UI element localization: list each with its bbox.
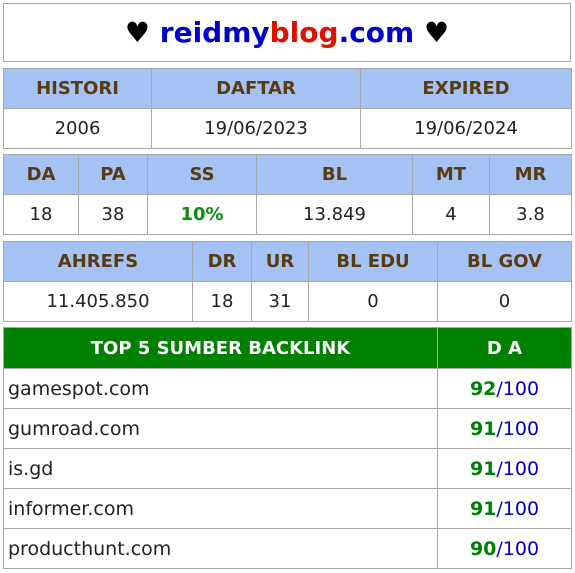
backlink-site: producthunt.com [3,528,438,569]
value-histori: 2006 [3,108,152,149]
da-max: 100 [502,377,540,400]
table-row: producthunt.com 90/100 [3,528,572,569]
da-value: 91 [469,417,497,440]
da-value: 91 [469,497,497,520]
domain-part-3: .com [338,16,415,49]
domain-part-1: reidmy [159,16,270,49]
da-value: 90 [469,537,497,560]
domain-part-2: blog [269,16,339,49]
backlink-site: is.gd [3,448,438,489]
value-expired: 19/06/2024 [360,108,572,149]
da-max: 100 [502,497,540,520]
backlink-site: gamespot.com [3,368,438,409]
header-pa: PA [78,154,148,195]
backlink-da: 91/100 [437,488,572,529]
value-da: 18 [3,194,79,235]
table-row: informer.com 91/100 [3,488,572,529]
stats-table: DA PA SS BL MT MR 18 38 10% 13.849 4 3.8 [3,154,572,235]
site-title: ♥ reidmyblog.com ♥ [3,3,571,62]
da-separator: / [496,417,503,440]
value-bl-gov: 0 [437,281,572,322]
value-ur: 31 [251,281,309,322]
value-bl: 13.849 [256,194,413,235]
header-ss: SS [147,154,257,195]
da-value: 92 [469,377,497,400]
backlink-da: 92/100 [437,368,572,409]
heart-right-icon: ♥ [423,16,450,49]
header-histori: HISTORI [3,68,152,109]
history-table: HISTORI DAFTAR EXPIRED 2006 19/06/2023 1… [3,68,572,149]
value-ahrefs: 11.405.850 [3,281,193,322]
backlink-da: 90/100 [437,528,572,569]
header-da: DA [3,154,79,195]
value-ss: 10% [147,194,257,235]
da-separator: / [496,377,503,400]
header-bl-gov: BL GOV [437,241,572,282]
da-max: 100 [502,417,540,440]
backlink-da: 91/100 [437,408,572,449]
header-bl-edu: BL EDU [308,241,438,282]
top-backlinks-table: TOP 5 SUMBER BACKLINK D A gamespot.com 9… [3,327,572,569]
da-separator: / [496,537,503,560]
da-max: 100 [502,457,540,480]
header-ur: UR [251,241,309,282]
value-bl-edu: 0 [308,281,438,322]
da-separator: / [496,457,503,480]
table-row: gumroad.com 91/100 [3,408,572,449]
header-mr: MR [489,154,572,195]
heart-left-icon: ♥ [124,16,151,49]
value-dr: 18 [192,281,252,322]
site-title-box: ♥ reidmyblog.com ♥ [3,3,571,62]
header-da-score: D A [437,327,572,369]
value-pa: 38 [78,194,148,235]
header-bl: BL [256,154,413,195]
backlink-site: informer.com [3,488,438,529]
table-row: is.gd 91/100 [3,448,572,489]
value-daftar: 19/06/2023 [151,108,361,149]
header-expired: EXPIRED [360,68,572,109]
header-ahrefs: AHREFS [3,241,193,282]
da-separator: / [496,497,503,520]
header-daftar: DAFTAR [151,68,361,109]
value-mr: 3.8 [489,194,572,235]
table-row: gamespot.com 92/100 [3,368,572,409]
backlink-da: 91/100 [437,448,572,489]
header-top-sources: TOP 5 SUMBER BACKLINK [3,327,438,369]
header-mt: MT [412,154,490,195]
ahrefs-table: AHREFS DR UR BL EDU BL GOV 11.405.850 18… [3,241,572,322]
da-value: 91 [469,457,497,480]
header-dr: DR [192,241,252,282]
da-max: 100 [502,537,540,560]
backlink-site: gumroad.com [3,408,438,449]
value-mt: 4 [412,194,490,235]
